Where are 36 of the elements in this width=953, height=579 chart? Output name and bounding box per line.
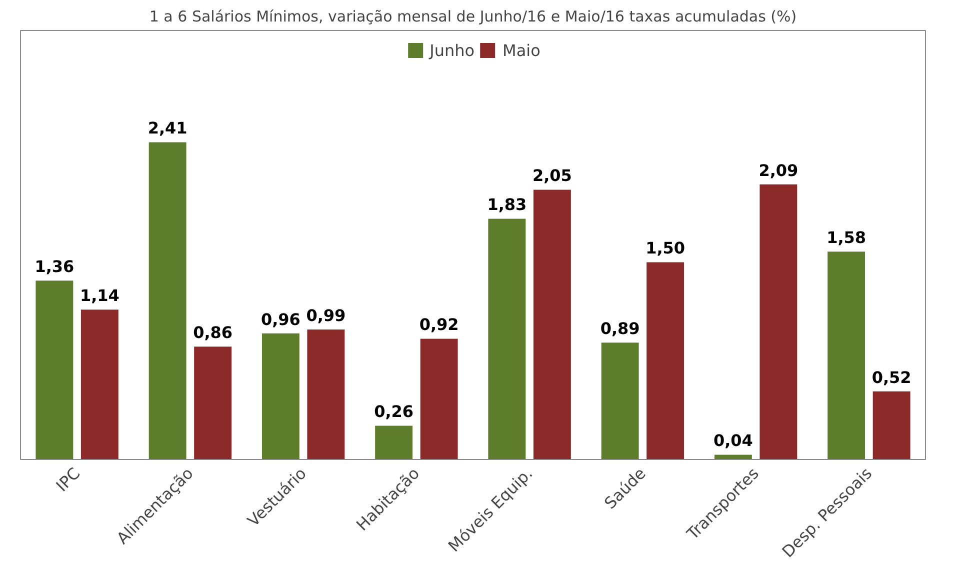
data-label: 0,04 [713,431,753,450]
data-label: 0,26 [374,402,414,422]
data-label: 0,99 [306,306,346,325]
x-tick-label: IPC [52,464,84,496]
bar [80,308,120,460]
data-label: 2,41 [148,118,188,138]
data-label: 0,89 [600,319,640,338]
bar [713,454,753,460]
bar [600,342,640,460]
data-label: 0,92 [419,315,459,334]
data-label: 0,96 [260,310,300,329]
bar [646,261,686,460]
bar [758,183,798,460]
bar [34,280,74,460]
bar [260,332,300,460]
bar [419,338,459,460]
data-label: 0,52 [872,368,912,387]
data-label: 2,05 [532,166,572,186]
data-label: 1,83 [487,195,527,214]
legend-label: Junho [430,40,475,60]
legend-label: Maio [502,40,540,60]
data-label: 1,58 [826,228,866,248]
bar [872,390,912,460]
bar [826,250,866,460]
bar [306,328,346,460]
data-label: 1,36 [34,257,74,276]
bar [148,141,188,460]
data-label: 0,86 [193,323,233,342]
chart-title: 1 a 6 Salários Mínimos, variação mensal de Junho/16 e Maio/16 taxas acumuladas (%) [149,8,797,26]
bar [374,424,414,460]
bar [193,346,233,460]
bar [487,218,527,460]
data-label: 2,09 [758,160,798,180]
data-label: 1,14 [80,286,120,306]
bar [532,188,572,460]
data-label: 1,50 [646,238,686,258]
